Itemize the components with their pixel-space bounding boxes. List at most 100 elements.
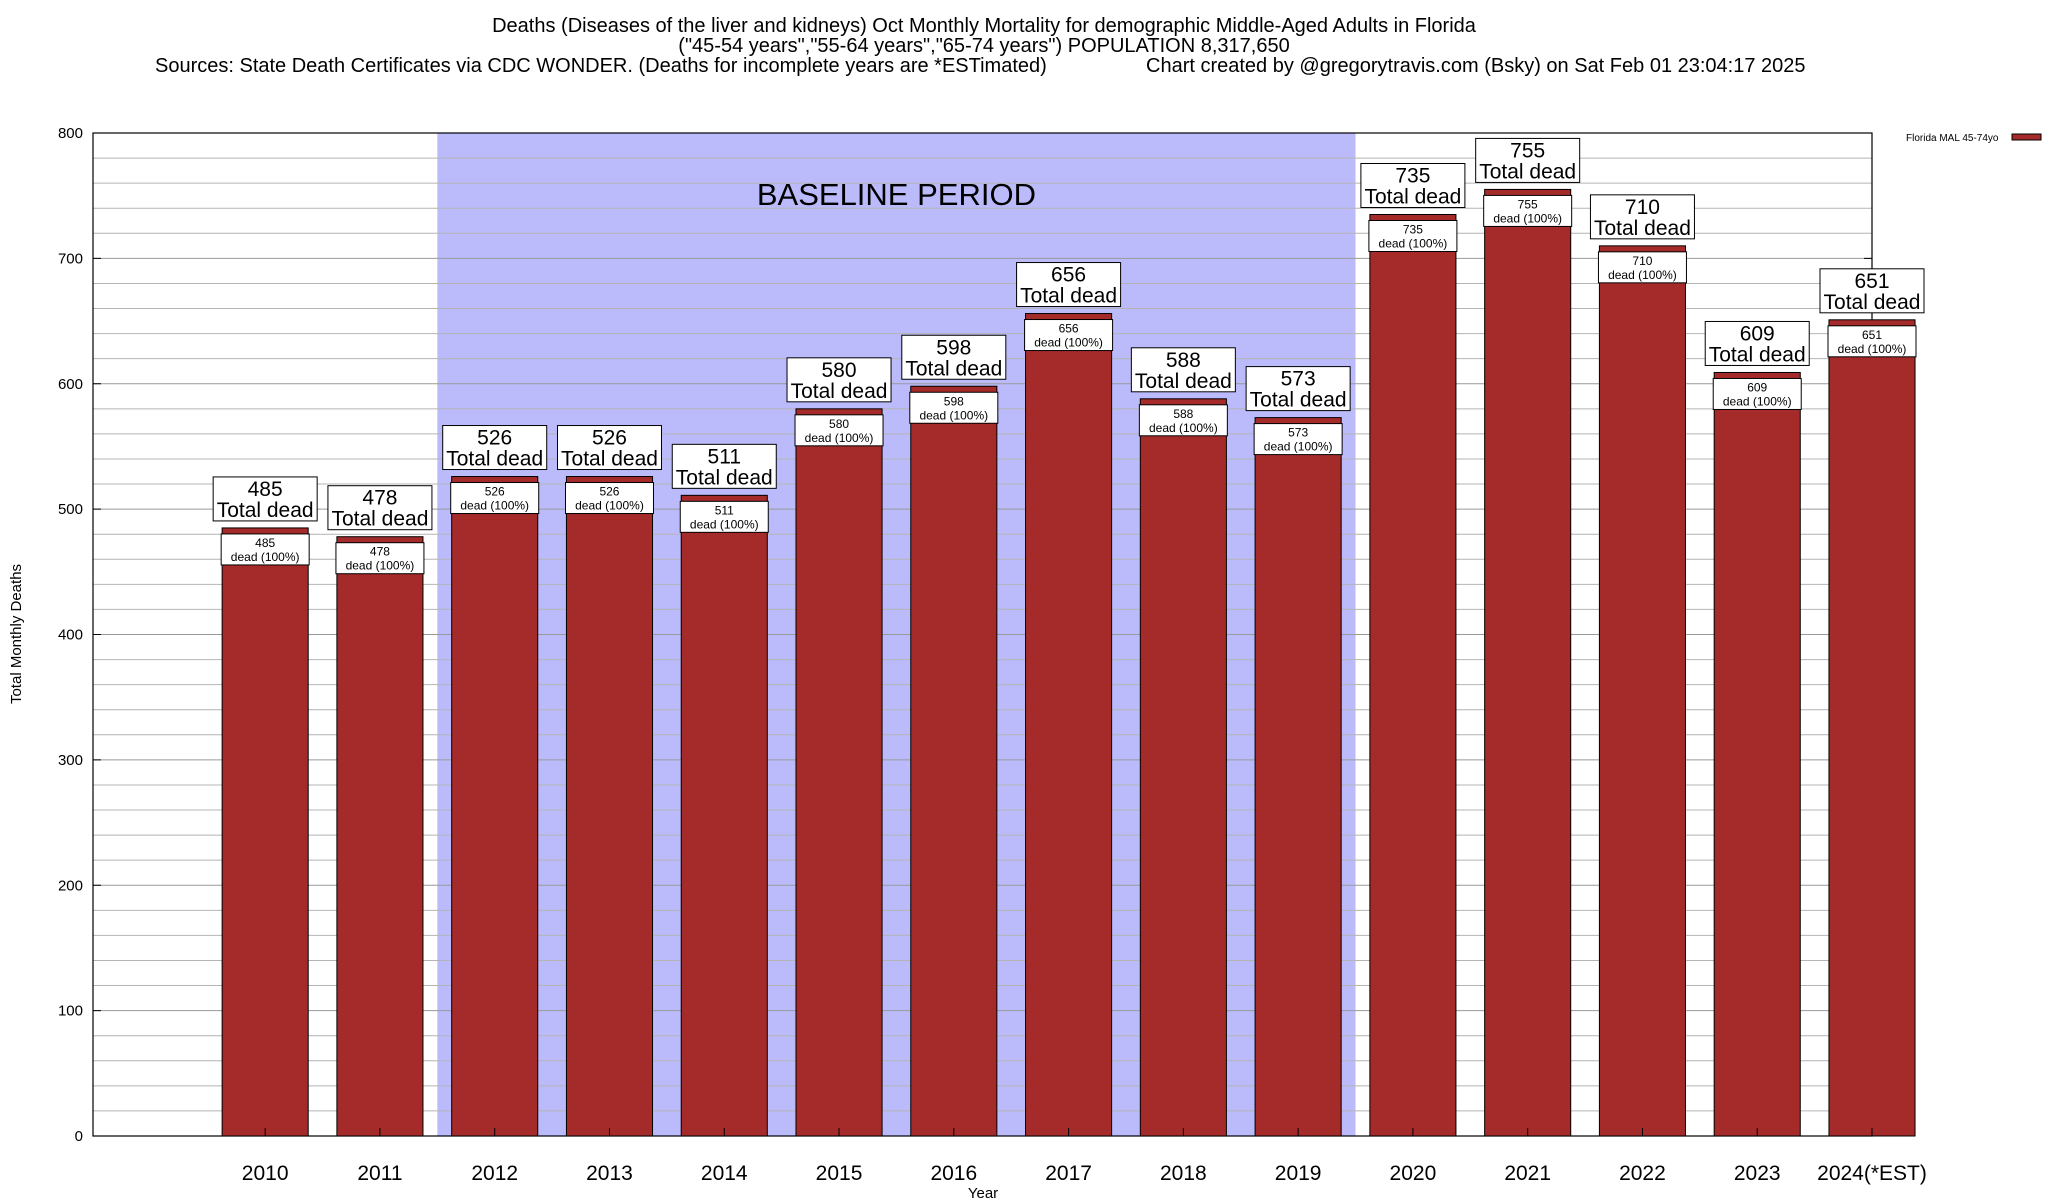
data-label-inner-value: 526 — [485, 485, 505, 499]
data-label-outer-suffix: Total dead — [331, 508, 428, 531]
plot-area: BASELINE PERIOD 0 100 200 300 400 500 600 700 800… — [58, 125, 1927, 1185]
bar — [221, 527, 309, 1137]
x-tick-label: 2020 — [1390, 1162, 1437, 1185]
data-label-inner-value: 485 — [255, 536, 275, 550]
data-label-inner-value: 598 — [944, 394, 964, 408]
x-tick-label: 2022 — [1619, 1162, 1666, 1185]
data-label-outer-value: 478 — [362, 487, 397, 510]
data-label-outer-suffix: Total dead — [217, 499, 314, 522]
data-label-outer-box — [442, 425, 548, 471]
data-label-outer-box — [556, 425, 662, 471]
data-label-inner-box — [1368, 219, 1458, 252]
x-tick-label: 2014 — [701, 1162, 748, 1185]
data-label-outer-suffix: Total dead — [905, 357, 1002, 380]
data-label-outer-suffix: Total dead — [561, 448, 658, 471]
chart-title-line2: ("45-54 years","55-64 years","65-74 year… — [678, 35, 1289, 57]
data-label-inner-value: 710 — [1632, 254, 1652, 268]
data-label-outer-box — [786, 357, 892, 403]
data-label-inner-value: 588 — [1173, 407, 1193, 421]
data-label-outer-value: 755 — [1510, 139, 1545, 162]
data-label-inner-value: 609 — [1747, 380, 1767, 394]
data-label-inner-box — [909, 391, 999, 424]
data-label-outer-box — [1016, 262, 1122, 308]
data-label-outer-suffix: Total dead — [1479, 160, 1576, 183]
data-label-inner-suffix: dead (100%) — [346, 559, 415, 573]
data-label-inner-suffix: dead (100%) — [575, 499, 644, 513]
data-label-outer-suffix: Total dead — [1364, 185, 1461, 208]
y-tick-label: 0 — [75, 1128, 83, 1145]
chart-sources: Sources: State Death Certificates via CD… — [155, 55, 1047, 77]
data-label-outer-value: 485 — [248, 478, 283, 501]
y-tick-label: 400 — [58, 627, 83, 644]
data-label-outer-box — [1130, 347, 1236, 393]
data-label-outer-box — [1704, 320, 1810, 366]
data-label-inner-suffix: dead (100%) — [805, 431, 874, 445]
x-tick-label: 2013 — [586, 1162, 633, 1185]
data-label-inner-suffix: dead (100%) — [1723, 394, 1792, 408]
data-label-inner-value: 651 — [1862, 328, 1882, 342]
data-label-inner-value: 511 — [715, 503, 734, 517]
x-tick-label: 2021 — [1504, 1162, 1551, 1185]
x-tick-label: 2011 — [357, 1162, 402, 1185]
bar — [1484, 188, 1572, 1137]
data-label-inner-value: 735 — [1403, 222, 1423, 236]
bar — [1254, 417, 1342, 1137]
data-label-inner-box — [1712, 377, 1802, 410]
data-label-inner-suffix: dead (100%) — [1149, 421, 1218, 435]
data-label-outer-suffix: Total dead — [791, 380, 888, 403]
data-label-outer-suffix: Total dead — [446, 448, 543, 471]
data-label-outer-box — [1589, 194, 1695, 240]
data-label-outer-value: 588 — [1166, 349, 1201, 372]
data-label-inner-box — [564, 482, 654, 515]
data-label-outer-suffix: Total dead — [1020, 285, 1117, 308]
data-label-inner-box — [1138, 404, 1228, 437]
data-label-outer-value: 511 — [708, 445, 741, 468]
data-label-inner-suffix: dead (100%) — [1493, 211, 1562, 225]
bar — [1598, 245, 1686, 1137]
x-tick-label: 2017 — [1045, 1162, 1092, 1185]
data-label-inner-box — [679, 500, 769, 533]
data-label-inner-suffix: dead (100%) — [460, 499, 529, 513]
data-label-inner-box — [450, 482, 540, 515]
bar — [1139, 398, 1227, 1137]
data-label-outer-value: 735 — [1395, 164, 1430, 187]
chart-credit: Chart created by @gregorytravis.com (Bsk… — [1146, 55, 1806, 77]
data-label-outer-suffix: Total dead — [1250, 389, 1347, 412]
bar — [451, 476, 539, 1137]
y-tick-label: 300 — [58, 752, 83, 769]
data-label-outer-box — [1475, 137, 1581, 183]
chart-title-line1: Deaths (Diseases of the liver and kidney… — [492, 15, 1477, 37]
bar — [795, 408, 883, 1137]
x-tick-label: 2012 — [471, 1162, 518, 1185]
data-label-inner-value: 478 — [370, 545, 390, 559]
data-label-outer-value: 526 — [592, 427, 627, 450]
data-label-outer-value: 656 — [1051, 264, 1086, 287]
data-label-inner-box — [1253, 423, 1343, 456]
bar — [1713, 371, 1801, 1137]
data-label-outer-box — [327, 485, 433, 531]
x-tick-label: 2019 — [1275, 1162, 1322, 1185]
data-label-outer-value: 580 — [822, 359, 857, 382]
bar — [1025, 313, 1113, 1137]
bar — [336, 536, 424, 1137]
data-label-outer-box — [901, 334, 1007, 380]
data-label-outer-value: 598 — [936, 336, 971, 359]
data-label-outer-suffix: Total dead — [1709, 343, 1806, 366]
legend: Florida MAL 45-74yo — [1906, 133, 2042, 144]
data-label-inner-suffix: dead (100%) — [231, 550, 300, 564]
data-label-inner-suffix: dead (100%) — [1034, 336, 1103, 350]
data-label-inner-suffix: dead (100%) — [1838, 342, 1907, 356]
data-label-inner-value: 755 — [1518, 197, 1538, 211]
data-label-outer-box — [1819, 268, 1925, 314]
baseline-label: BASELINE PERIOD — [757, 177, 1036, 212]
data-label-inner-box — [335, 542, 425, 575]
y-tick-label: 500 — [58, 501, 83, 518]
y-axis-title: Total Monthly Deaths — [8, 564, 25, 704]
data-label-inner-value: 656 — [1059, 322, 1079, 336]
x-tick-label: 2015 — [816, 1162, 863, 1185]
data-label-outer-suffix: Total dead — [1135, 370, 1232, 393]
data-label-outer-value: 609 — [1740, 322, 1775, 345]
data-label-inner-suffix: dead (100%) — [1264, 440, 1333, 454]
x-tick-label: 2018 — [1160, 1162, 1207, 1185]
bar — [910, 385, 998, 1137]
